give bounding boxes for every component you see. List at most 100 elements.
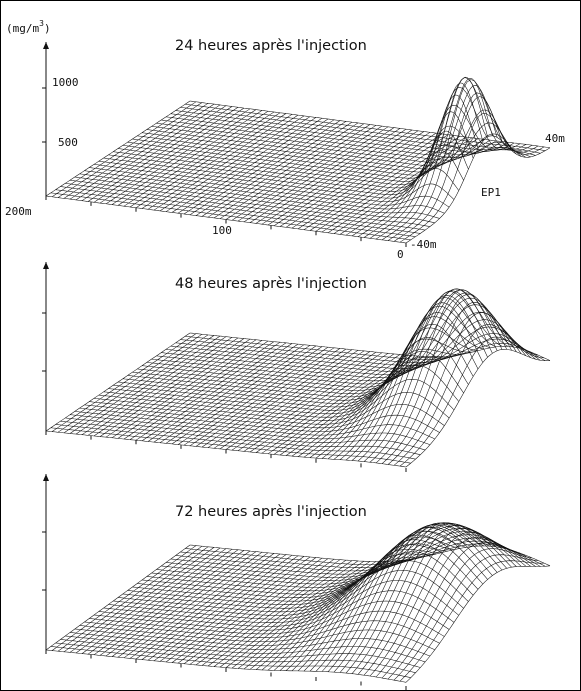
- mesh-line-y: [123, 110, 269, 207]
- mesh-line-y: [195, 120, 341, 216]
- mesh-line-y: [159, 115, 305, 212]
- mesh-line-y: [405, 135, 551, 244]
- mesh-line-y: [243, 561, 389, 670]
- mesh-line-x: [117, 94, 479, 185]
- mesh-line-y: [45, 544, 191, 651]
- mesh-line-y: [207, 349, 353, 448]
- mesh-line-y: [93, 337, 239, 437]
- mesh-line-y: [237, 352, 383, 451]
- mesh-line-y: [201, 559, 347, 666]
- mesh-line-y: [75, 547, 221, 654]
- mesh-line-x: [65, 417, 426, 451]
- mesh-line-y: [333, 138, 479, 234]
- mesh-line-y: [105, 550, 251, 657]
- mesh-line-y: [87, 337, 233, 436]
- mesh-line-y: [351, 297, 497, 461]
- mesh-line-y: [363, 528, 509, 676]
- mesh-line-y: [195, 559, 341, 666]
- mesh-line-y: [69, 335, 215, 434]
- z-tick-label-500: 500: [58, 136, 78, 149]
- x-tick-label-100: 100: [212, 224, 232, 237]
- mesh-line-y: [183, 118, 329, 215]
- mesh-line-y: [249, 127, 395, 223]
- mesh-line-y: [303, 134, 449, 230]
- mesh-line-y: [105, 338, 251, 438]
- mesh-line-y: [183, 558, 329, 665]
- x-tick-label-200m: 200m: [5, 205, 32, 218]
- mesh-line-y: [75, 104, 221, 201]
- x-tick-label-0: 0: [397, 248, 404, 261]
- mesh-line-y: [357, 141, 503, 237]
- mesh-line-y: [51, 545, 197, 651]
- mesh-line-y: [261, 128, 407, 225]
- mesh-line-y: [165, 345, 311, 444]
- mesh-line-y: [123, 552, 269, 659]
- mesh-line-y: [81, 548, 227, 654]
- mesh-line-y: [141, 342, 287, 442]
- mesh-line-y: [333, 327, 479, 460]
- mesh-line-x: [185, 543, 546, 567]
- mesh-line-y: [105, 108, 251, 205]
- mesh-line-y: [315, 534, 461, 672]
- mesh-line-y: [135, 112, 281, 209]
- mesh-line-y: [273, 557, 419, 671]
- mesh-line-y: [117, 551, 263, 658]
- mesh-line-y: [339, 522, 485, 673]
- point-label-ep1: EP1: [481, 186, 501, 199]
- mesh-line-y: [285, 555, 431, 671]
- mesh-line-y: [99, 550, 245, 656]
- z-tick-label-1000: 1000: [52, 76, 79, 89]
- mesh-line-y: [111, 551, 257, 657]
- mesh-line-y: [183, 346, 329, 446]
- mesh-line-y: [75, 335, 221, 435]
- mesh-line-y: [255, 128, 401, 224]
- mesh-line-y: [189, 558, 335, 665]
- mesh-line-y: [399, 560, 545, 682]
- z-axis-arrowhead: [43, 474, 49, 481]
- mesh-line-y: [351, 140, 497, 237]
- mesh-line-y: [279, 131, 425, 227]
- mesh-line-y: [81, 336, 227, 435]
- mesh-line-y: [309, 539, 455, 672]
- mesh-line-x: [161, 528, 522, 581]
- mesh-line-x: [151, 523, 512, 588]
- mesh-line-y: [213, 350, 359, 449]
- mesh-line-y: [129, 341, 275, 440]
- mesh-line-y: [213, 560, 359, 667]
- mesh-line-y: [69, 547, 215, 653]
- mesh-line-y: [345, 522, 491, 674]
- mesh-line-y: [285, 132, 431, 228]
- mesh-line-y: [255, 354, 401, 453]
- mesh-line-y: [117, 340, 263, 439]
- mesh-line-y: [225, 561, 371, 668]
- mesh-line-y: [213, 122, 359, 219]
- z-axis-arrowhead: [43, 42, 49, 49]
- mesh-line-y: [219, 350, 365, 450]
- mesh-line-y: [303, 544, 449, 672]
- mesh-line-y: [405, 349, 551, 468]
- mesh-line-y: [351, 523, 497, 674]
- panel-title-72h: 72 heures après l'injection: [175, 504, 367, 520]
- y-tick-label-40m: 40m: [545, 132, 565, 145]
- mesh-line-y: [303, 355, 449, 458]
- mesh-line-y: [189, 347, 335, 447]
- mesh-line-y: [381, 302, 527, 464]
- mesh-line-y: [321, 136, 467, 233]
- mesh-line-y: [171, 117, 317, 213]
- panel-1: 24 heures après l'injection (mg/m3) 1000…: [5, 19, 565, 261]
- mesh-line-y: [63, 334, 209, 434]
- mesh-line-y: [237, 125, 383, 222]
- mesh-line-y: [51, 101, 197, 198]
- mesh-line-y: [369, 289, 515, 463]
- mesh-line-y: [171, 557, 317, 663]
- mesh-line-y: [291, 132, 437, 229]
- mesh-line-y: [45, 332, 191, 432]
- mesh-line-y: [117, 110, 263, 206]
- mesh-line-y: [141, 113, 287, 209]
- mesh-line-y: [243, 353, 389, 452]
- mesh-line-y: [339, 139, 485, 235]
- mesh-line-y: [201, 348, 347, 448]
- mesh-line-y: [387, 79, 533, 241]
- mesh-line-y: [243, 126, 389, 223]
- mesh-line-y: [219, 560, 365, 668]
